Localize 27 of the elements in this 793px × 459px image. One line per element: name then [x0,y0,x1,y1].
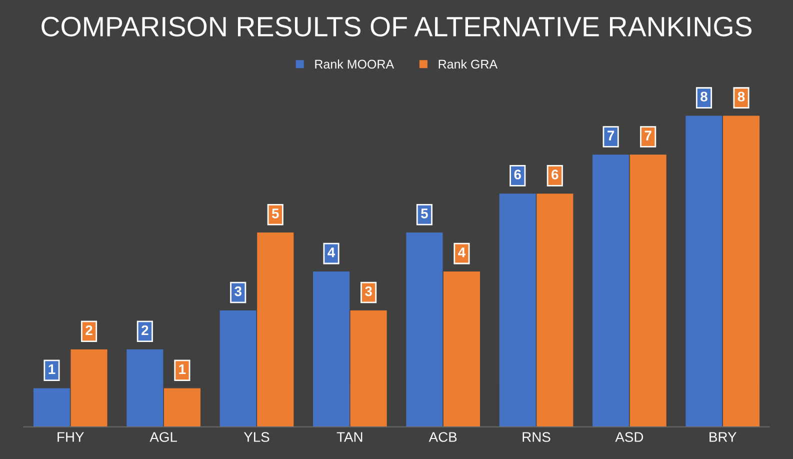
data-label: 7 [644,130,652,140]
x-tick-label: TAN [336,432,362,442]
x-tick-label: AGL [150,432,177,442]
data-label: 2 [142,325,148,336]
x-tick-label: FHY [58,432,84,442]
x-tick-label: RNS [522,432,550,442]
data-label: 3 [234,286,242,296]
data-label: 5 [421,208,428,218]
chart-title: COMPARISON RESULTS OF ALTERNATIVE RANKINGS [42,16,752,36]
data-label: 6 [552,170,558,180]
data-label: 6 [514,170,521,180]
legend-label: Rank GRA [438,59,498,69]
data-label: 3 [365,286,372,296]
x-tick-label: ACB [428,432,457,442]
data-label: 8 [700,92,708,102]
x-tick-label: ASD [615,432,644,442]
data-label: 5 [272,208,279,218]
data-label: 2 [86,325,92,336]
data-label: 4 [328,248,336,258]
legend-label: Rank MOORA [315,59,394,69]
data-label: 1 [48,364,56,374]
data-label: 1 [179,364,186,374]
data-label: 7 [608,130,614,140]
data-label: 4 [458,248,466,258]
x-tick-label: BRY [710,432,736,442]
x-tick-label: YLS [244,432,270,442]
data-label: 8 [738,92,745,102]
